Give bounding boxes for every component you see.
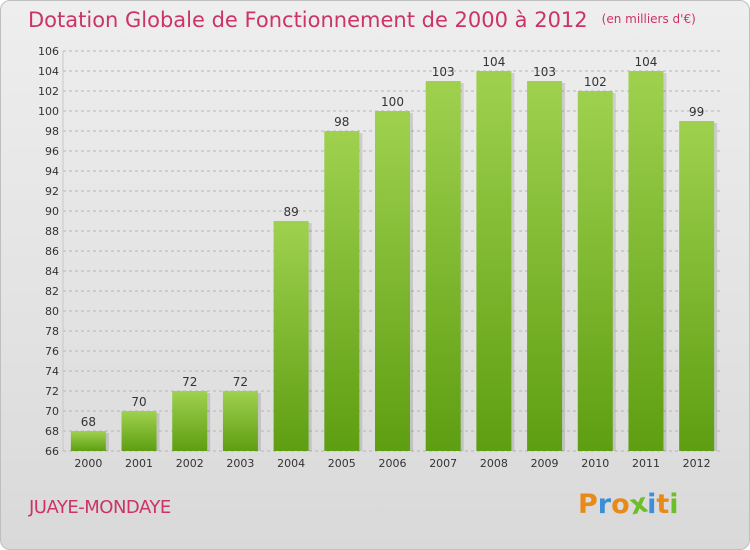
y-tick-label: 66 — [45, 445, 59, 458]
bars: 68 70 72 72 89 98 100 103 104 103 102 104 99 — [70, 55, 718, 451]
bar-2004 — [273, 221, 309, 451]
bar-2001 — [121, 411, 157, 451]
value-label: 89 — [283, 205, 298, 219]
value-label: 72 — [182, 375, 197, 389]
y-tick-label: 76 — [45, 345, 59, 358]
y-tick-label: 92 — [45, 185, 59, 198]
y-tick-label: 104 — [38, 65, 59, 78]
x-tick-label: 2003 — [226, 457, 254, 470]
value-label: 68 — [81, 415, 96, 429]
y-tick-label: 72 — [45, 385, 59, 398]
x-tick-label: 2011 — [632, 457, 660, 470]
x-tick-label: 2006 — [379, 457, 407, 470]
y-axis: 66 68 70 72 74 76 78 80 82 84 86 88 90 92 94 96 98 100 102… — [38, 45, 64, 458]
value-label: 103 — [533, 65, 556, 79]
logo-letter: o — [611, 489, 630, 520]
x-tick-label: 2005 — [328, 457, 356, 470]
bar-2010 — [577, 91, 613, 451]
logo-letter: P — [578, 489, 598, 520]
y-tick-label: 90 — [45, 205, 59, 218]
y-tick-label: 102 — [38, 85, 59, 98]
value-label: 102 — [584, 75, 607, 89]
x-tick-label: 2010 — [581, 457, 609, 470]
bar-2006 — [375, 111, 410, 451]
value-label: 104 — [482, 55, 505, 69]
y-tick-label: 78 — [45, 325, 59, 338]
bar-2008 — [476, 71, 512, 451]
bar-2007 — [425, 81, 461, 451]
logo-letter: i — [647, 489, 657, 520]
chart-title: Dotation Globale de Fonctionnement de 20… — [28, 8, 696, 32]
bar-2002 — [172, 391, 208, 451]
value-label: 100 — [381, 95, 404, 109]
y-tick-label: 80 — [45, 305, 59, 318]
y-tick-label: 84 — [45, 265, 59, 278]
x-axis: 2000 2001 2002 2003 2004 2005 2006 2007 2008 2009… — [74, 457, 710, 470]
bar-2003 — [222, 391, 258, 451]
chart-unit: (en milliers d'€) — [601, 12, 696, 26]
bar-2000 — [70, 431, 106, 451]
y-tick-label: 68 — [45, 425, 59, 438]
bar-2009 — [527, 81, 563, 451]
y-tick-label: 82 — [45, 285, 59, 298]
y-tick-label: 88 — [45, 225, 59, 238]
x-tick-label: 2001 — [125, 457, 153, 470]
y-tick-label: 74 — [45, 365, 59, 378]
y-tick-label: 96 — [45, 145, 59, 158]
bar-2012 — [679, 121, 715, 451]
logo-letter: t — [656, 489, 670, 520]
bar-2005 — [324, 131, 360, 451]
value-label: 99 — [689, 105, 704, 119]
y-tick-label: 100 — [38, 105, 59, 118]
y-tick-label: 70 — [45, 405, 59, 418]
x-tick-label: 2007 — [429, 457, 457, 470]
y-tick-label: 98 — [45, 125, 59, 138]
x-tick-label: 2008 — [480, 457, 508, 470]
value-label: 72 — [233, 375, 248, 389]
y-tick-label: 94 — [45, 165, 59, 178]
value-label: 98 — [334, 115, 349, 129]
x-tick-label: 2009 — [531, 457, 559, 470]
value-label: 104 — [635, 55, 658, 69]
value-label: 103 — [432, 65, 455, 79]
logo-letter: r — [597, 489, 612, 520]
logo-letter: i — [669, 489, 679, 520]
y-tick-label: 106 — [38, 45, 59, 58]
x-tick-label: 2002 — [176, 457, 204, 470]
bar-2011 — [628, 71, 664, 451]
x-tick-label: 2004 — [277, 457, 305, 470]
x-tick-label: 2012 — [683, 457, 711, 470]
chart-title-text: Dotation Globale de Fonctionnement de 20… — [28, 8, 588, 32]
y-tick-label: 86 — [45, 245, 59, 258]
proxiti-logo: Proxiti — [578, 488, 679, 522]
x-tick-label: 2000 — [74, 457, 102, 470]
commune-name: JUAYE-MONDAYE — [29, 497, 171, 518]
value-label: 70 — [131, 395, 146, 409]
